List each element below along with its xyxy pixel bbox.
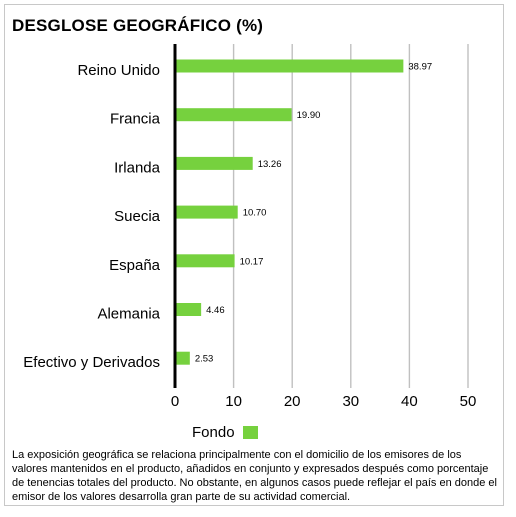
bar: [175, 59, 404, 73]
chart-frame: [4, 4, 504, 506]
bar: [175, 254, 235, 268]
legend: Fondo: [192, 424, 258, 441]
legend-label: Fondo: [192, 424, 235, 441]
x-tick-label: 10: [225, 393, 242, 410]
x-tick-label: 30: [342, 393, 359, 410]
value-label: 10.17: [240, 256, 264, 267]
bars: [175, 59, 404, 365]
bar: [175, 205, 238, 219]
footnote: La exposición geográfica se relaciona pr…: [12, 449, 497, 503]
category-label: Irlanda: [114, 159, 161, 176]
x-tick-label: 40: [401, 393, 418, 410]
category-label: Efectivo y Derivados: [23, 354, 160, 371]
x-tick-label: 50: [460, 393, 477, 410]
category-label: España: [109, 257, 161, 274]
category-labels: Reino Unido Francia Irlanda Suecia España Ale…: [23, 62, 160, 371]
x-tick-labels: 0 10 20 30 40 50: [171, 393, 477, 410]
value-label: 13.26: [258, 159, 282, 170]
category-label: Francia: [110, 111, 161, 128]
value-label: 38.97: [408, 62, 432, 73]
chart-title: DESGLOSE GEOGRÁFICO (%): [12, 16, 264, 35]
value-label: 4.46: [206, 305, 225, 316]
category-label: Alemania: [97, 306, 160, 323]
x-tick-label: 0: [171, 393, 179, 410]
bar: [175, 351, 190, 365]
category-label: Suecia: [114, 208, 161, 225]
bar: [175, 303, 202, 316]
x-tick-label: 20: [284, 393, 301, 410]
value-labels: 38.97 19.90 13.26 10.70 10.17 4.46 2.53: [195, 62, 432, 365]
value-label: 2.53: [195, 354, 214, 365]
value-label: 10.70: [243, 208, 267, 219]
bar: [175, 108, 292, 122]
legend-swatch: [242, 426, 258, 439]
value-label: 19.90: [297, 110, 321, 121]
bar: [175, 156, 253, 170]
bar-chart: 38.97 19.90 13.26 10.70 10.17 4.46 2.53 Reino …: [23, 44, 477, 410]
category-label: Reino Unido: [77, 62, 160, 79]
grid-lines: [232, 44, 469, 388]
